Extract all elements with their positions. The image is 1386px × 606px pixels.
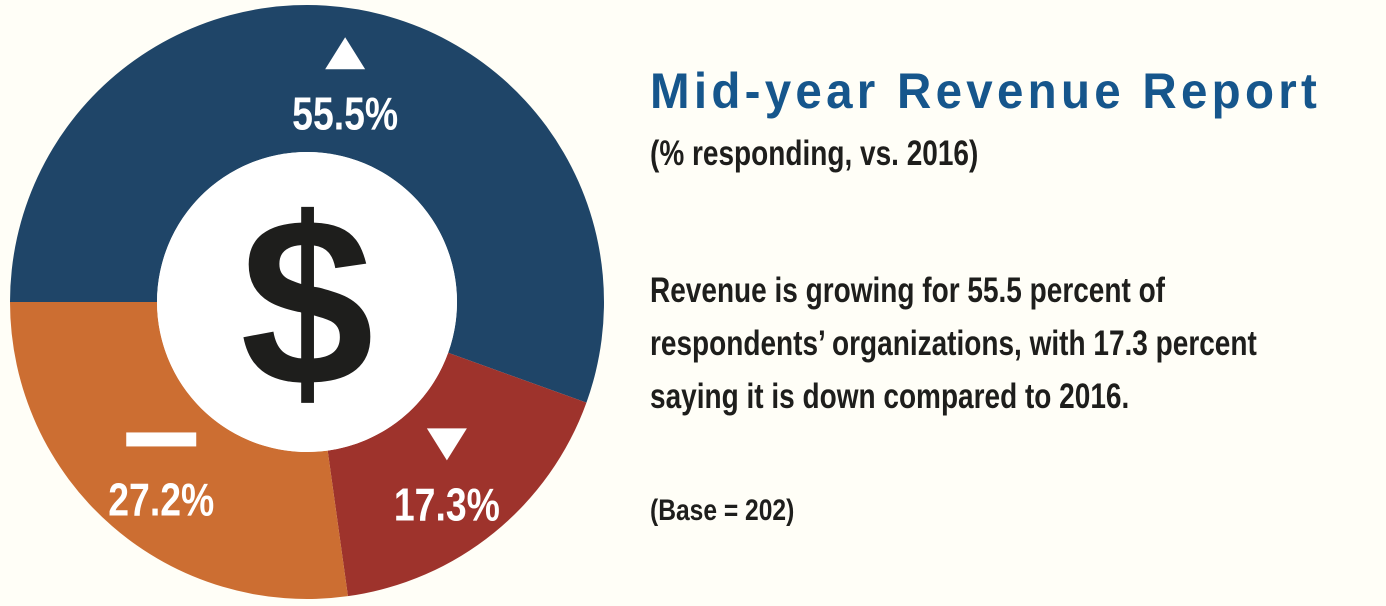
donut-segment-up bbox=[10, 4, 604, 403]
trend-down-icon bbox=[426, 428, 467, 461]
summary-line: Revenue is growing for 55.5 percent of bbox=[650, 271, 1166, 310]
report-subtitle: (% responding, vs. 2016) bbox=[650, 134, 979, 173]
summary-line: saying it is down compared to 2016. bbox=[650, 377, 1130, 416]
report-text-panel: Mid-year Revenue Report (% responding, v… bbox=[650, 0, 1386, 606]
trend-flat-icon bbox=[126, 432, 197, 447]
dollar-sign-icon: $ bbox=[240, 168, 373, 436]
segment-value-label: 27.2% bbox=[108, 473, 214, 525]
report-title: Mid-year Revenue Report bbox=[650, 63, 1322, 119]
donut-segment-down bbox=[327, 352, 587, 597]
donut-segment-flat bbox=[10, 302, 348, 599]
trend-up-icon bbox=[325, 37, 366, 70]
segment-value-label: 55.5% bbox=[292, 87, 398, 139]
donut-center-hole bbox=[157, 152, 457, 452]
base-note: (Base = 202) bbox=[650, 494, 795, 527]
segment-value-label: 17.3% bbox=[394, 478, 500, 530]
report-summary: Revenue is growing for 55.5 percent of r… bbox=[650, 264, 1257, 423]
revenue-donut-chart: 55.5% 17.3% 27.2% $ bbox=[10, 4, 604, 599]
summary-line: respondents’ organizations, with 17.3 pe… bbox=[650, 324, 1257, 363]
